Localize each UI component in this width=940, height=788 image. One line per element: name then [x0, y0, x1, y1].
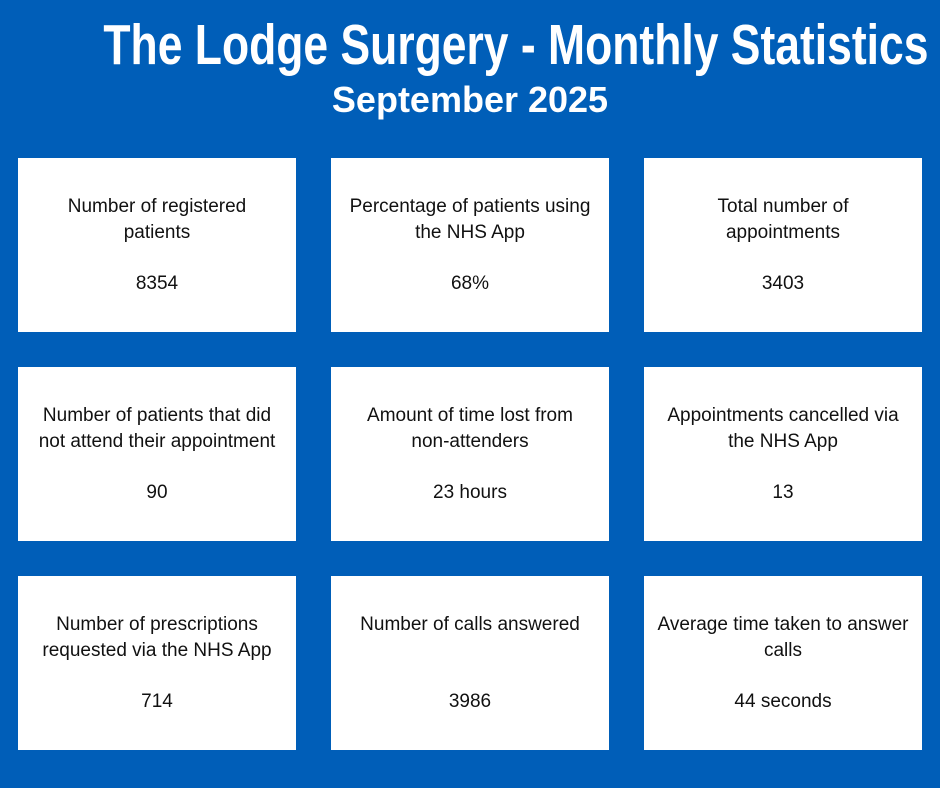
header: The Lodge Surgery - Monthly Statistics S… — [0, 14, 940, 122]
stat-label: Amount of time lost from non-attenders — [367, 405, 573, 452]
stat-card-cancelled-via-app: Appointments cancelled via the NHS App 1… — [644, 367, 922, 541]
stat-value: 3986 — [448, 691, 492, 712]
page-title: The Lodge Surgery - Monthly Statistics — [103, 13, 929, 77]
stat-label: Number of prescriptions requested via th… — [42, 614, 272, 661]
stat-card-avg-answer-time: Average time taken to answer calls 44 se… — [644, 576, 922, 750]
stat-value: 90 — [146, 482, 168, 503]
stat-value: 8354 — [135, 273, 179, 294]
stat-label: Total number of appointments — [717, 196, 849, 243]
stat-card-time-lost: Amount of time lost from non-attenders 2… — [331, 367, 609, 541]
stat-label: Average time taken to answer calls — [657, 614, 909, 661]
stat-label: Number of calls answered — [360, 614, 580, 635]
stat-card-did-not-attend: Number of patients that did not attend t… — [18, 367, 296, 541]
stat-value: 3403 — [761, 273, 805, 294]
stat-value: 68% — [450, 273, 490, 294]
stat-card-calls-answered: Number of calls answered 3986 — [331, 576, 609, 750]
stat-value: 23 hours — [433, 482, 507, 503]
stat-card-total-appointments: Total number of appointments 3403 — [644, 158, 922, 332]
stat-label: Percentage of patients using the NHS App — [349, 196, 591, 243]
stat-value: 13 — [772, 482, 794, 503]
stat-card-prescriptions: Number of prescriptions requested via th… — [18, 576, 296, 750]
stat-value: 714 — [141, 691, 173, 712]
stat-label: Number of patients that did not attend t… — [38, 405, 276, 452]
stat-card-nhs-app-usage: Percentage of patients using the NHS App… — [331, 158, 609, 332]
stat-value: 44 seconds — [734, 691, 832, 712]
stat-card-registered-patients: Number of registered patients 8354 — [18, 158, 296, 332]
stat-label: Number of registered patients — [67, 196, 247, 243]
stats-grid: Number of registered patients 8354 Perce… — [18, 158, 922, 750]
stat-label: Appointments cancelled via the NHS App — [667, 405, 899, 452]
page-subtitle: September 2025 — [331, 79, 609, 120]
